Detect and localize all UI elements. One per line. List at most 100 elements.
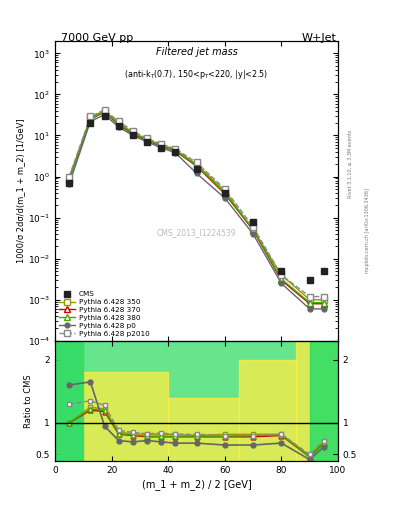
Legend: CMS, Pythia 6.428 350, Pythia 6.428 370, Pythia 6.428 380, Pythia 6.428 p0, Pyth: CMS, Pythia 6.428 350, Pythia 6.428 370,…: [58, 290, 151, 338]
Pythia 6.428 370: [67, 175, 72, 181]
Line: Pythia 6.428 p2010: Pythia 6.428 p2010: [66, 107, 327, 300]
Pythia 6.428 p2010: [102, 107, 107, 113]
Pythia 6.428 350: [279, 272, 284, 278]
Pythia 6.428 370: [102, 109, 107, 115]
Pythia 6.428 370: [159, 143, 163, 149]
Pythia 6.428 p0: [159, 145, 163, 151]
Pythia 6.428 350: [194, 161, 199, 167]
Pythia 6.428 p0: [173, 150, 178, 156]
Pythia 6.428 p0: [130, 133, 135, 139]
Line: Pythia 6.428 370: Pythia 6.428 370: [66, 110, 327, 307]
Pythia 6.428 350: [102, 108, 107, 114]
Pythia 6.428 p2010: [67, 174, 72, 180]
CMS: [307, 277, 312, 283]
X-axis label: (m_1 + m_2) / 2 [GeV]: (m_1 + m_2) / 2 [GeV]: [141, 479, 252, 490]
Pythia 6.428 350: [159, 141, 163, 147]
Text: 7000 GeV pp: 7000 GeV pp: [61, 33, 133, 44]
Pythia 6.428 350: [145, 136, 149, 142]
Pythia 6.428 380: [279, 276, 284, 282]
Pythia 6.428 p0: [251, 231, 255, 237]
Pythia 6.428 p0: [194, 170, 199, 176]
CMS: [173, 149, 178, 155]
Pythia 6.428 380: [194, 162, 199, 168]
Pythia 6.428 p0: [116, 124, 121, 130]
Pythia 6.428 380: [116, 121, 121, 127]
Pythia 6.428 380: [145, 137, 149, 143]
Text: CMS_2013_I1224539: CMS_2013_I1224539: [157, 228, 236, 238]
CMS: [222, 190, 227, 196]
CMS: [194, 166, 199, 173]
CMS: [145, 139, 149, 145]
Pythia 6.428 p0: [67, 181, 72, 187]
Pythia 6.428 p0: [279, 281, 284, 287]
Pythia 6.428 p2010: [194, 159, 199, 165]
Pythia 6.428 380: [102, 109, 107, 115]
Bar: [55, 341, 338, 461]
Pythia 6.428 p2010: [321, 293, 326, 300]
Pythia 6.428 380: [130, 130, 135, 136]
Pythia 6.428 370: [222, 191, 227, 197]
Pythia 6.428 370: [194, 163, 199, 169]
Pythia 6.428 380: [88, 115, 93, 121]
Pythia 6.428 380: [321, 300, 326, 306]
Pythia 6.428 p0: [222, 195, 227, 201]
Pythia 6.428 350: [321, 296, 326, 303]
Pythia 6.428 370: [279, 277, 284, 283]
Pythia 6.428 370: [116, 122, 121, 128]
Pythia 6.428 p2010: [173, 145, 178, 152]
Pythia 6.428 370: [130, 131, 135, 137]
Pythia 6.428 380: [307, 300, 312, 306]
Y-axis label: 1000/σ 2dσ/d(m_1 + m_2) [1/GeV]: 1000/σ 2dσ/d(m_1 + m_2) [1/GeV]: [16, 119, 25, 263]
Pythia 6.428 p2010: [130, 127, 135, 134]
Pythia 6.428 370: [251, 227, 255, 233]
Pythia 6.428 380: [159, 142, 163, 148]
Pythia 6.428 p0: [102, 112, 107, 118]
Pythia 6.428 p2010: [159, 141, 163, 147]
Y-axis label: Ratio to CMS: Ratio to CMS: [24, 374, 33, 428]
Pythia 6.428 350: [67, 178, 72, 184]
Pythia 6.428 p0: [88, 118, 93, 124]
Text: Filtered jet mass: Filtered jet mass: [156, 47, 237, 57]
Pythia 6.428 380: [173, 147, 178, 154]
CMS: [102, 113, 107, 119]
Pythia 6.428 p2010: [88, 114, 93, 120]
Pythia 6.428 380: [67, 176, 72, 182]
Pythia 6.428 p2010: [145, 135, 149, 141]
Pythia 6.428 350: [88, 114, 93, 120]
Text: (anti-k$_\mathregular{T}$(0.7), 150<p$_\mathregular{T}$<220, |y|<2.5): (anti-k$_\mathregular{T}$(0.7), 150<p$_\…: [125, 68, 268, 81]
Pythia 6.428 p0: [307, 306, 312, 312]
CMS: [279, 268, 284, 274]
Pythia 6.428 p2010: [251, 224, 255, 230]
CMS: [116, 123, 121, 129]
Pythia 6.428 370: [307, 301, 312, 307]
CMS: [130, 133, 135, 139]
Pythia 6.428 370: [145, 138, 149, 144]
Pythia 6.428 380: [251, 226, 255, 232]
Pythia 6.428 p2010: [222, 186, 227, 192]
Pythia 6.428 350: [116, 120, 121, 126]
Pythia 6.428 350: [251, 227, 255, 233]
Pythia 6.428 350: [130, 129, 135, 135]
Pythia 6.428 p2010: [279, 272, 284, 278]
Pythia 6.428 370: [88, 116, 93, 122]
Text: W+Jet: W+Jet: [301, 33, 336, 44]
Pythia 6.428 p2010: [116, 118, 121, 124]
CMS: [67, 180, 72, 186]
Text: Rivet 3.1.10, ≥ 3.3M events: Rivet 3.1.10, ≥ 3.3M events: [348, 130, 353, 198]
Line: CMS: CMS: [66, 113, 327, 283]
Pythia 6.428 380: [222, 190, 227, 196]
Pythia 6.428 350: [222, 188, 227, 194]
CMS: [321, 268, 326, 274]
Pythia 6.428 p2010: [307, 293, 312, 300]
CMS: [251, 219, 255, 225]
CMS: [88, 120, 93, 126]
Line: Pythia 6.428 p0: Pythia 6.428 p0: [67, 112, 326, 311]
Pythia 6.428 370: [173, 148, 178, 154]
CMS: [159, 145, 163, 151]
Pythia 6.428 p0: [145, 139, 149, 145]
Line: Pythia 6.428 350: Pythia 6.428 350: [66, 108, 327, 303]
Pythia 6.428 370: [321, 301, 326, 307]
Line: Pythia 6.428 380: Pythia 6.428 380: [66, 109, 327, 306]
Pythia 6.428 350: [307, 296, 312, 303]
Pythia 6.428 p0: [321, 306, 326, 312]
